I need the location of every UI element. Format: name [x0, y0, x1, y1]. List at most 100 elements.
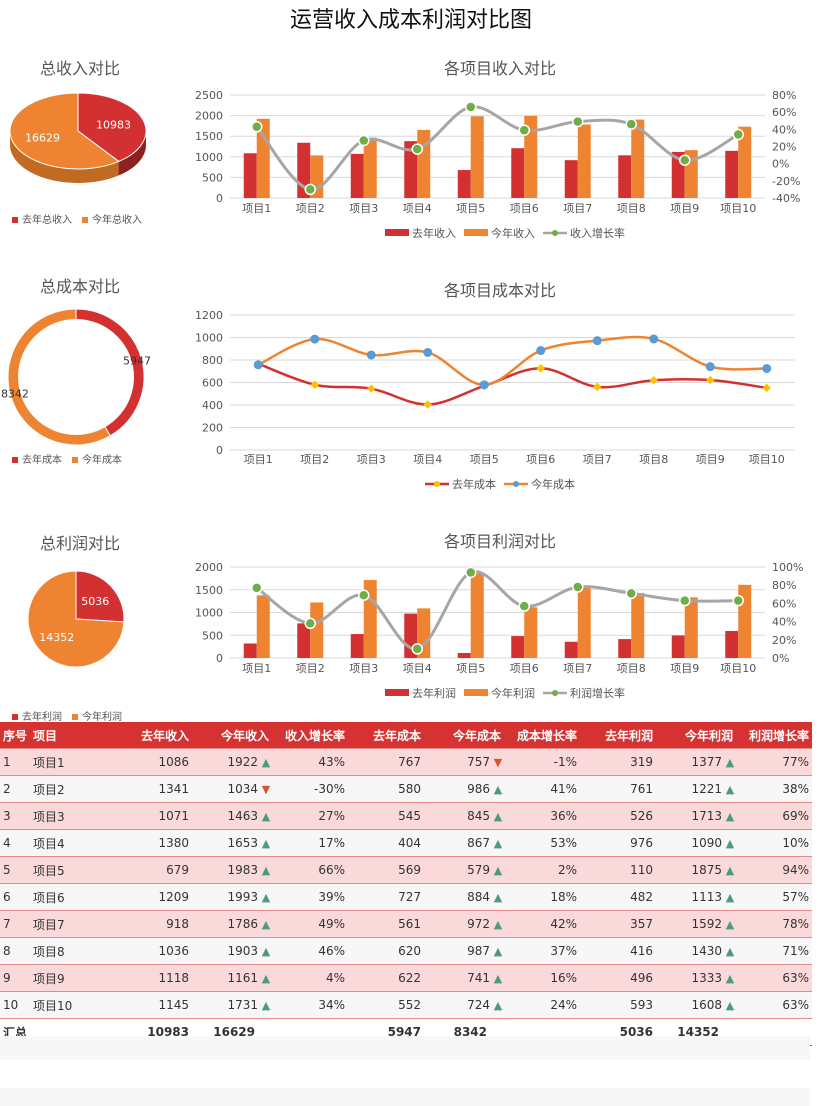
table-cell: 38% [736, 782, 812, 796]
cell-text: 9 [3, 971, 11, 985]
table-cell: 1463 ▲ [192, 809, 272, 823]
table-cell: 46% [272, 944, 348, 958]
cell-text: 去年成本 [372, 728, 421, 743]
cell-text: 620 [398, 944, 421, 958]
legend-marker [434, 481, 440, 487]
table-cell: 593 [580, 998, 656, 1012]
arrow-up-icon: ▲ [493, 783, 503, 796]
data-point [423, 347, 433, 357]
table-cell: 53% [504, 836, 580, 850]
table-row: 8 项目8 1036 1903 ▲ 46% 620 987 ▲ 37% 416 1430 ▲ 71% [0, 938, 812, 965]
growth-rate-point [732, 128, 744, 141]
bar-last-year [511, 636, 525, 658]
growth-rate-point [572, 115, 584, 128]
table-cell: 41% [504, 782, 580, 796]
cell-text: 1 [3, 755, 11, 769]
arrow-up-icon: ▲ [725, 864, 735, 877]
bar-this-year [631, 592, 645, 658]
bar-last-year [457, 170, 471, 198]
cell-text: 767 [398, 755, 421, 769]
cell-text: 1034 [227, 782, 258, 796]
cell-text: 1463 [227, 809, 258, 823]
table-cell: 去年成本 [348, 727, 424, 744]
table-cell: 43% [272, 755, 348, 769]
table-cell: 757 ▼ [424, 755, 504, 769]
cell-text: 976 [630, 836, 653, 850]
y-tick-label: 1000 [195, 151, 223, 164]
arrow-up-icon: ▲ [493, 810, 503, 823]
cell-text: 757 [467, 755, 490, 769]
cell-text: 7 [3, 917, 11, 931]
arrow-up-icon: ▲ [493, 999, 503, 1012]
cell-text: 去年利润 [604, 728, 653, 743]
cell-text: 1430 [691, 944, 722, 958]
cell-text: 18% [550, 890, 577, 904]
page-title: 运营收入成本利润对比图 [289, 8, 532, 33]
table-row: 10 项目10 1145 1731 ▲ 34% 552 724 ▲ 24% 593 1608 ▲ 63% [0, 992, 812, 1019]
bar-last-year [618, 639, 632, 658]
cell-text: 53% [550, 836, 577, 850]
table-cell: 收入增长率 [272, 727, 348, 744]
data-point [310, 334, 320, 344]
table-cell: 63% [736, 971, 812, 985]
legend-label: 收入增长率 [570, 226, 625, 240]
table-cell: 78% [736, 917, 812, 931]
growth-rate-point [625, 587, 637, 600]
table-header: 序号 项目 去年收入 今年收入 收入增长率 去年成本 今年成本 成本增长率 去年利润 今年利润 利润… [0, 722, 812, 749]
x-tick-label: 项目8 [639, 453, 668, 466]
cell-text: 41% [550, 782, 577, 796]
growth-rate-point [304, 617, 316, 630]
legend-label: 去年利润 [412, 686, 456, 700]
cell-text: 项目10 [33, 998, 73, 1013]
table-cell: 5036 [580, 1025, 656, 1039]
arrow-up-icon: ▲ [261, 972, 271, 985]
table-cell: 42% [504, 917, 580, 931]
table-cell: 918 [110, 917, 192, 931]
cell-text: 24% [550, 998, 577, 1012]
table-cell: 今年利润 [656, 727, 736, 744]
arrow-up-icon: ▲ [493, 945, 503, 958]
cell-text: 项目7 [33, 917, 65, 932]
table-cell: 10 [0, 998, 30, 1012]
cell-text: 成本增长率 [516, 728, 577, 743]
cell-text: 1653 [227, 836, 258, 850]
table-cell: 8342 [424, 1025, 504, 1039]
cell-text: 761 [630, 782, 653, 796]
cell-text: 1983 [227, 863, 258, 877]
data-point [593, 382, 602, 392]
table-cell: 986 ▲ [424, 782, 504, 796]
cell-text: 1875 [691, 863, 722, 877]
cell-text: 10 [3, 998, 19, 1012]
table-cell: 552 [348, 998, 424, 1012]
cell-text: 1221 [691, 782, 722, 796]
y-tick-label: 800 [202, 354, 223, 367]
legend-item: 今年成本 [72, 451, 122, 466]
cell-text: 项目 [33, 728, 58, 743]
table-cell: 1377 ▲ [656, 755, 736, 769]
bar-this-year [524, 115, 538, 198]
bar-this-year [470, 116, 484, 198]
x-tick-label: 项目9 [696, 453, 725, 466]
cell-text: 序号 [3, 728, 28, 743]
table-cell: 10983 [110, 1025, 192, 1039]
cell-text: 569 [398, 863, 421, 877]
x-tick-label: 项目5 [456, 202, 485, 215]
table-cell: 845 ▲ [424, 809, 504, 823]
cell-text: 去年收入 [140, 728, 189, 743]
arrow-up-icon: ▲ [493, 891, 503, 904]
y-tick-label: 1500 [195, 130, 223, 143]
legend-item: 去年利润 [12, 708, 62, 723]
bar-this-year [363, 137, 377, 198]
table-cell: 761 [580, 782, 656, 796]
x-tick-label: 项目2 [300, 453, 329, 466]
data-point [762, 364, 772, 374]
x-tick-label: 项目1 [242, 662, 271, 675]
slice-last-year [75, 570, 125, 623]
table-cell: 项目4 [30, 835, 110, 852]
summary-title: 总收入对比 [39, 59, 120, 78]
growth-rate-point [304, 183, 316, 196]
table-cell: 741 ▲ [424, 971, 504, 985]
bar-this-year [577, 124, 591, 198]
x-tick-label: 项目2 [296, 202, 325, 215]
legend-swatch [464, 229, 488, 236]
